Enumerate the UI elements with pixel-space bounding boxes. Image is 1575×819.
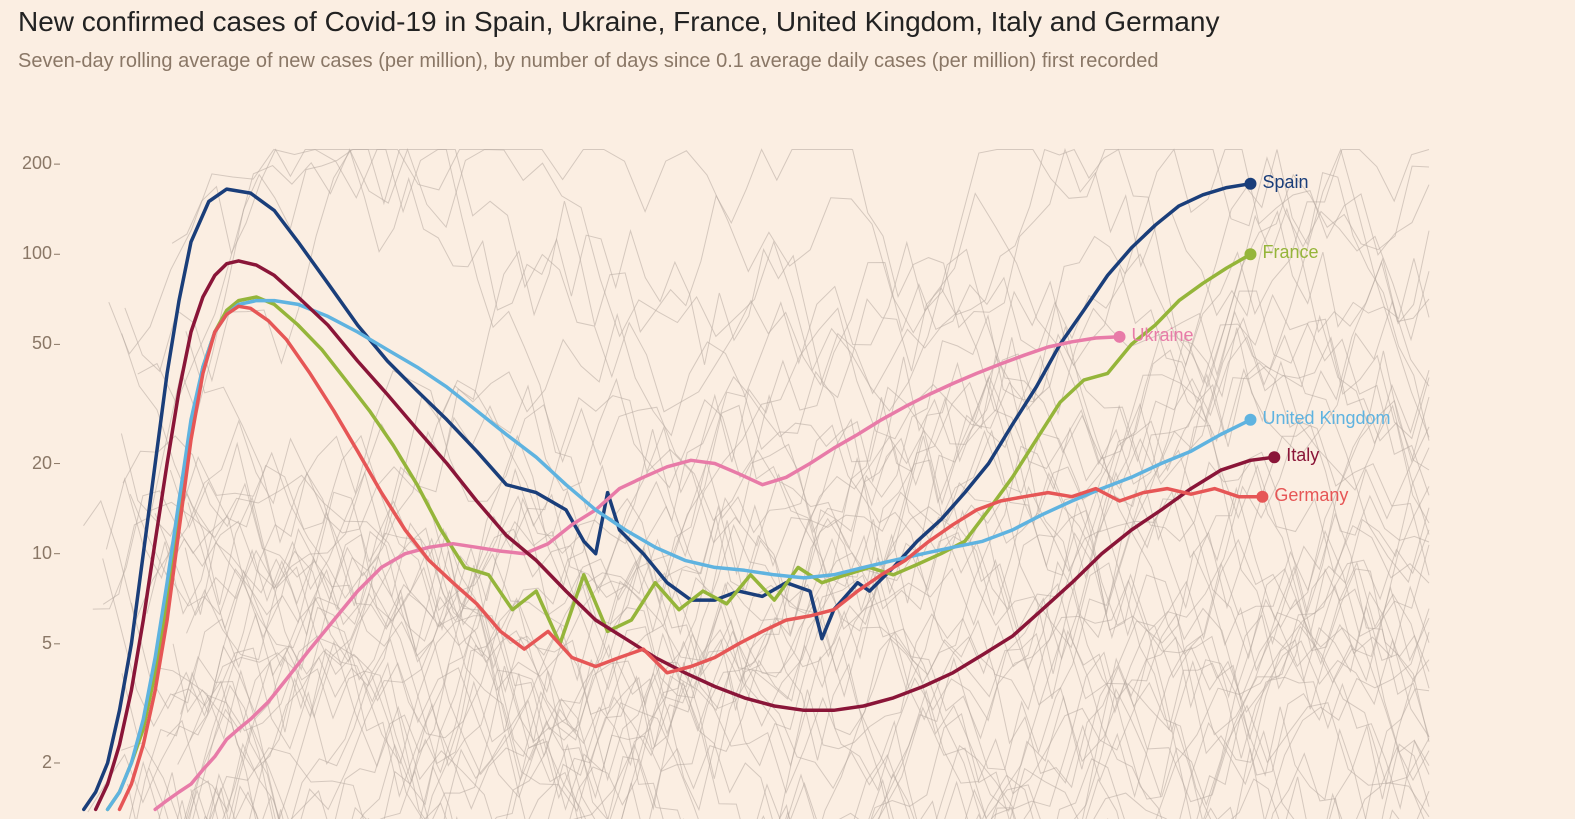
background-series (125, 150, 1429, 496)
series-end-marker (1244, 178, 1256, 190)
y-tick-label: 5 (12, 633, 52, 654)
y-tick-label: 10 (12, 543, 52, 564)
series-end-marker (1268, 451, 1280, 463)
series-label-ukraine: Ukraine (1132, 325, 1194, 346)
background-series (155, 513, 1429, 819)
background-series (130, 282, 1429, 688)
background-series (109, 150, 1429, 583)
y-tick-label: 100 (12, 243, 52, 264)
series-line-ukraine (155, 337, 1119, 810)
series-label-united-kingdom: United Kingdom (1262, 408, 1390, 429)
y-tick-label: 2 (12, 752, 52, 773)
series-end-marker (1244, 248, 1256, 260)
background-series (128, 699, 1429, 819)
series-label-italy: Italy (1286, 445, 1319, 466)
series-label-germany: Germany (1274, 485, 1348, 506)
y-tick-label: 50 (12, 333, 52, 354)
series-label-france: France (1262, 242, 1318, 263)
y-tick-label: 20 (12, 453, 52, 474)
series-end-marker (1114, 331, 1126, 343)
series-end-marker (1244, 414, 1256, 426)
background-series (182, 499, 1429, 819)
series-end-marker (1256, 491, 1268, 503)
series-label-spain: Spain (1262, 172, 1308, 193)
y-tick-label: 200 (12, 153, 52, 174)
